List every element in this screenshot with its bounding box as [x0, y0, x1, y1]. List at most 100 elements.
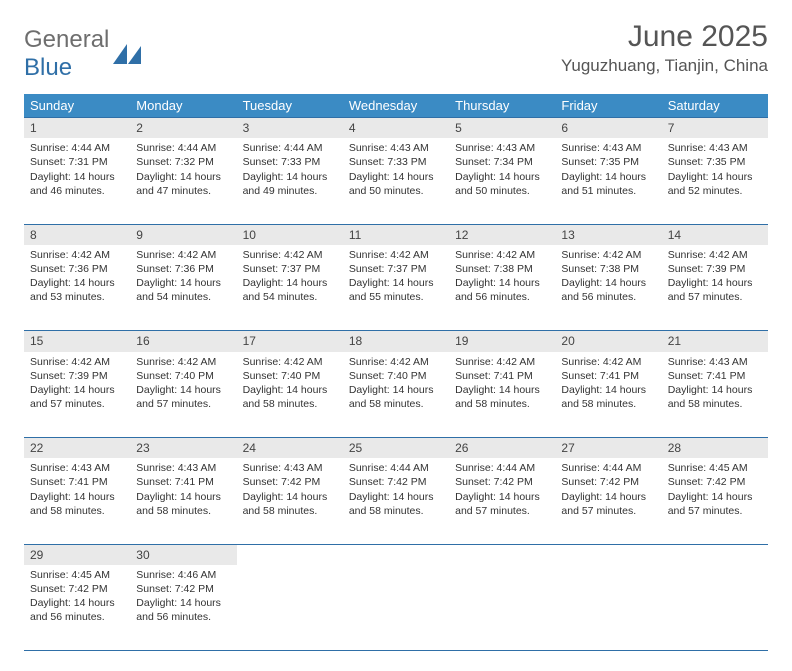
day-body: Sunrise: 4:44 AMSunset: 7:33 PMDaylight:… [237, 138, 343, 204]
day-body: Sunrise: 4:44 AMSunset: 7:31 PMDaylight:… [24, 138, 130, 204]
day-cell: Sunrise: 4:46 AMSunset: 7:42 PMDaylight:… [130, 565, 236, 651]
day-cell: Sunrise: 4:44 AMSunset: 7:42 PMDaylight:… [449, 458, 555, 544]
day-cell: Sunrise: 4:43 AMSunset: 7:42 PMDaylight:… [237, 458, 343, 544]
day-cell: Sunrise: 4:43 AMSunset: 7:35 PMDaylight:… [662, 138, 768, 224]
sunrise-line: Sunrise: 4:44 AM [136, 141, 230, 155]
sunset-line: Sunset: 7:42 PM [349, 475, 443, 489]
day-body: Sunrise: 4:43 AMSunset: 7:41 PMDaylight:… [24, 458, 130, 524]
day-cell: Sunrise: 4:43 AMSunset: 7:41 PMDaylight:… [130, 458, 236, 544]
day-body: Sunrise: 4:46 AMSunset: 7:42 PMDaylight:… [130, 565, 236, 631]
daylight-line: Daylight: 14 hours and 58 minutes. [136, 490, 230, 518]
sunrise-line: Sunrise: 4:42 AM [243, 355, 337, 369]
weekday-header: Saturday [662, 94, 768, 118]
sunrise-line: Sunrise: 4:43 AM [561, 141, 655, 155]
sunset-line: Sunset: 7:39 PM [30, 369, 124, 383]
daylight-line: Daylight: 14 hours and 57 minutes. [668, 276, 762, 304]
sunrise-line: Sunrise: 4:42 AM [243, 248, 337, 262]
week-row: Sunrise: 4:44 AMSunset: 7:31 PMDaylight:… [24, 138, 768, 224]
sunrise-line: Sunrise: 4:42 AM [349, 355, 443, 369]
sunrise-line: Sunrise: 4:42 AM [136, 355, 230, 369]
daylight-line: Daylight: 14 hours and 58 minutes. [455, 383, 549, 411]
daylight-line: Daylight: 14 hours and 58 minutes. [243, 383, 337, 411]
sunset-line: Sunset: 7:41 PM [30, 475, 124, 489]
daylight-line: Daylight: 14 hours and 52 minutes. [668, 170, 762, 198]
day-body: Sunrise: 4:43 AMSunset: 7:42 PMDaylight:… [237, 458, 343, 524]
day-body: Sunrise: 4:42 AMSunset: 7:36 PMDaylight:… [24, 245, 130, 311]
day-cell: Sunrise: 4:43 AMSunset: 7:35 PMDaylight:… [555, 138, 661, 224]
sunset-line: Sunset: 7:42 PM [30, 582, 124, 596]
day-cell [449, 565, 555, 651]
day-cell: Sunrise: 4:42 AMSunset: 7:39 PMDaylight:… [24, 352, 130, 438]
day-number-cell: 5 [449, 118, 555, 139]
day-cell: Sunrise: 4:43 AMSunset: 7:34 PMDaylight:… [449, 138, 555, 224]
day-cell: Sunrise: 4:42 AMSunset: 7:40 PMDaylight:… [130, 352, 236, 438]
day-number-cell: 3 [237, 118, 343, 139]
day-body: Sunrise: 4:45 AMSunset: 7:42 PMDaylight:… [24, 565, 130, 631]
day-number-row: 2930 [24, 544, 768, 565]
day-body: Sunrise: 4:42 AMSunset: 7:41 PMDaylight:… [555, 352, 661, 418]
daylight-line: Daylight: 14 hours and 54 minutes. [243, 276, 337, 304]
sunset-line: Sunset: 7:40 PM [349, 369, 443, 383]
day-number-cell: 22 [24, 438, 130, 459]
sunrise-line: Sunrise: 4:43 AM [349, 141, 443, 155]
sunset-line: Sunset: 7:35 PM [668, 155, 762, 169]
day-body: Sunrise: 4:42 AMSunset: 7:37 PMDaylight:… [343, 245, 449, 311]
day-number-row: 15161718192021 [24, 331, 768, 352]
week-row: Sunrise: 4:43 AMSunset: 7:41 PMDaylight:… [24, 458, 768, 544]
day-body: Sunrise: 4:44 AMSunset: 7:42 PMDaylight:… [555, 458, 661, 524]
daylight-line: Daylight: 14 hours and 58 minutes. [30, 490, 124, 518]
weekday-header: Thursday [449, 94, 555, 118]
daylight-line: Daylight: 14 hours and 53 minutes. [30, 276, 124, 304]
daylight-line: Daylight: 14 hours and 58 minutes. [243, 490, 337, 518]
day-number-cell: 23 [130, 438, 236, 459]
day-cell: Sunrise: 4:43 AMSunset: 7:41 PMDaylight:… [662, 352, 768, 438]
sunset-line: Sunset: 7:42 PM [668, 475, 762, 489]
day-cell: Sunrise: 4:44 AMSunset: 7:42 PMDaylight:… [343, 458, 449, 544]
day-number-row: 22232425262728 [24, 438, 768, 459]
daylight-line: Daylight: 14 hours and 47 minutes. [136, 170, 230, 198]
sunrise-line: Sunrise: 4:45 AM [30, 568, 124, 582]
sunrise-line: Sunrise: 4:42 AM [561, 355, 655, 369]
day-number-cell [237, 544, 343, 565]
day-body: Sunrise: 4:43 AMSunset: 7:33 PMDaylight:… [343, 138, 449, 204]
weekday-header: Sunday [24, 94, 130, 118]
day-number-cell: 25 [343, 438, 449, 459]
day-number-cell: 4 [343, 118, 449, 139]
daylight-line: Daylight: 14 hours and 58 minutes. [349, 383, 443, 411]
day-number-cell: 17 [237, 331, 343, 352]
location: Yuguzhuang, Tianjin, China [561, 56, 768, 76]
daylight-line: Daylight: 14 hours and 57 minutes. [455, 490, 549, 518]
logo-part2: Blue [24, 54, 72, 81]
day-cell: Sunrise: 4:42 AMSunset: 7:37 PMDaylight:… [343, 245, 449, 331]
day-cell: Sunrise: 4:45 AMSunset: 7:42 PMDaylight:… [662, 458, 768, 544]
month-title: June 2025 [561, 20, 768, 54]
daylight-line: Daylight: 14 hours and 57 minutes. [136, 383, 230, 411]
day-body: Sunrise: 4:42 AMSunset: 7:39 PMDaylight:… [24, 352, 130, 418]
sunset-line: Sunset: 7:42 PM [455, 475, 549, 489]
sunrise-line: Sunrise: 4:44 AM [455, 461, 549, 475]
day-cell: Sunrise: 4:42 AMSunset: 7:36 PMDaylight:… [24, 245, 130, 331]
day-number-cell: 21 [662, 331, 768, 352]
day-number-cell: 13 [555, 224, 661, 245]
day-cell [662, 565, 768, 651]
day-number-cell: 28 [662, 438, 768, 459]
day-number-cell [449, 544, 555, 565]
day-number-cell: 18 [343, 331, 449, 352]
sunrise-line: Sunrise: 4:42 AM [561, 248, 655, 262]
week-row: Sunrise: 4:42 AMSunset: 7:36 PMDaylight:… [24, 245, 768, 331]
daylight-line: Daylight: 14 hours and 57 minutes. [30, 383, 124, 411]
logo: General Blue [24, 26, 141, 82]
day-number-cell: 1 [24, 118, 130, 139]
header: General Blue June 2025 Yuguzhuang, Tianj… [24, 20, 768, 82]
day-number-cell [555, 544, 661, 565]
sunrise-line: Sunrise: 4:43 AM [455, 141, 549, 155]
sunset-line: Sunset: 7:31 PM [30, 155, 124, 169]
day-cell: Sunrise: 4:42 AMSunset: 7:41 PMDaylight:… [449, 352, 555, 438]
sunrise-line: Sunrise: 4:44 AM [243, 141, 337, 155]
sunset-line: Sunset: 7:32 PM [136, 155, 230, 169]
daylight-line: Daylight: 14 hours and 49 minutes. [243, 170, 337, 198]
day-cell: Sunrise: 4:42 AMSunset: 7:40 PMDaylight:… [237, 352, 343, 438]
daylight-line: Daylight: 14 hours and 58 minutes. [349, 490, 443, 518]
daylight-line: Daylight: 14 hours and 46 minutes. [30, 170, 124, 198]
sunrise-line: Sunrise: 4:43 AM [668, 141, 762, 155]
